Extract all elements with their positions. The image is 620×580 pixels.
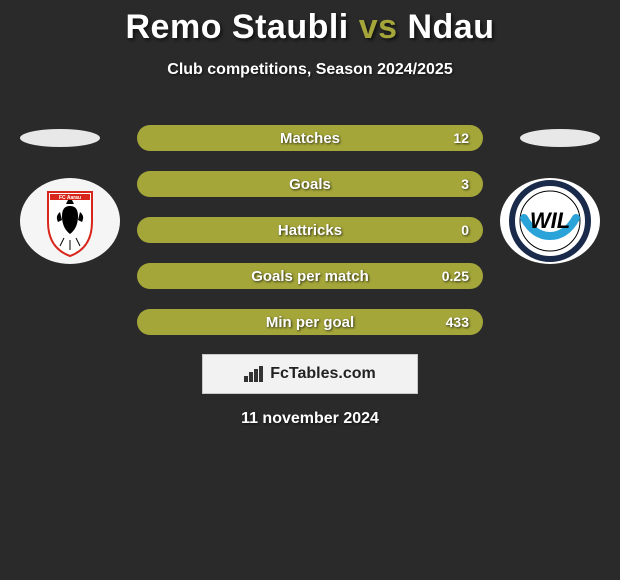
stat-value: 12 [453, 125, 469, 151]
player2-photo-placeholder [520, 129, 600, 147]
svg-text:WIL: WIL [530, 208, 570, 233]
stat-label: Min per goal [137, 309, 483, 335]
stat-label: Matches [137, 125, 483, 151]
stat-label: Goals [137, 171, 483, 197]
stat-value: 3 [461, 171, 469, 197]
team2-badge: FC 1900 WIL [500, 178, 600, 264]
stat-label: Hattricks [137, 217, 483, 243]
stat-row: Goals per match0.25 [137, 263, 483, 289]
stat-row: Hattricks0 [137, 217, 483, 243]
date-label: 11 november 2024 [0, 410, 620, 428]
stat-bars: Matches12 Goals3 Hattricks0 Goals per match… [137, 125, 483, 355]
stat-value: 0.25 [442, 263, 469, 289]
fc-wil-crest-icon: FC 1900 WIL [500, 178, 600, 264]
fctables-logo: FcTables.com [202, 354, 418, 394]
player2-name: Ndau [407, 8, 494, 46]
stat-row: Goals3 [137, 171, 483, 197]
player1-photo-placeholder [20, 129, 100, 147]
player1-name: Remo Staubli [126, 8, 349, 46]
stat-value: 0 [461, 217, 469, 243]
stat-value: 433 [446, 309, 469, 335]
fc-aarau-crest-icon: FC Aarau [20, 178, 120, 264]
svg-text:FC 1900: FC 1900 [538, 194, 562, 200]
vs-separator: vs [359, 8, 398, 46]
fctables-logo-text: FcTables.com [270, 365, 376, 383]
stat-row: Min per goal433 [137, 309, 483, 335]
bars-icon [244, 366, 264, 382]
subtitle: Club competitions, Season 2024/2025 [0, 61, 620, 79]
stat-label: Goals per match [137, 263, 483, 289]
stat-row: Matches12 [137, 125, 483, 151]
page-title: Remo Staubli vs Ndau [0, 0, 620, 47]
team1-badge: FC Aarau [20, 178, 120, 264]
